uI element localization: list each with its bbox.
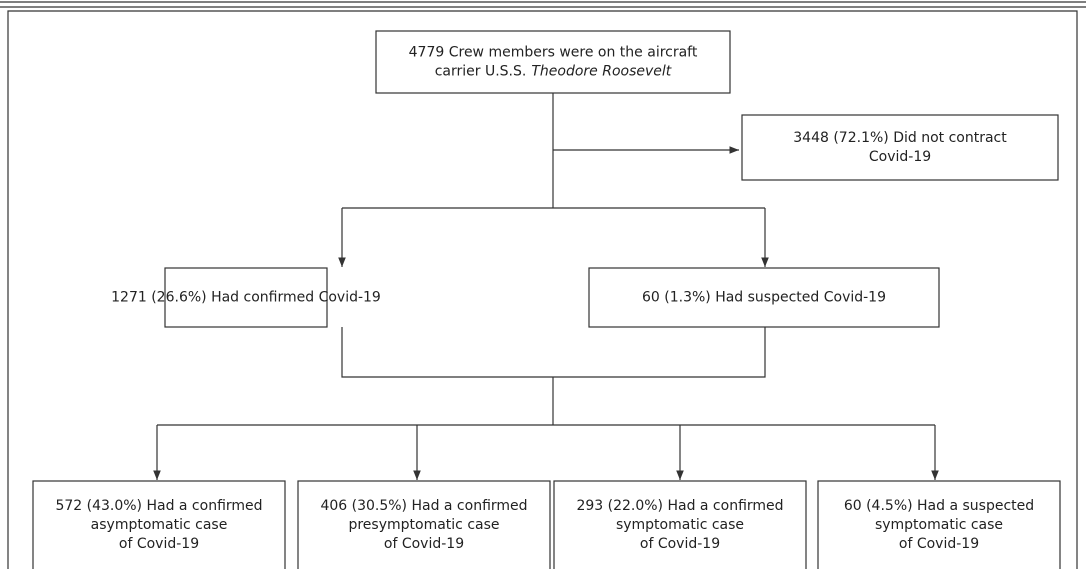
- node-label: 293 (22.0%) Had a confirmed: [576, 498, 783, 514]
- node-label: 60 (1.3%) Had suspected Covid-19: [642, 290, 886, 306]
- node-label: symptomatic case: [616, 517, 744, 533]
- label-text: 60 (4.5%) Had a suspected: [844, 498, 1034, 514]
- node-label: of Covid-19: [899, 536, 979, 552]
- frame: [7, 10, 1078, 569]
- node: 60 (4.5%) Had a suspected symptomatic cas…: [817, 480, 1061, 569]
- node-label: Covid-19: [869, 149, 931, 165]
- label-text: of Covid-19: [119, 536, 199, 552]
- label-text: 572 (43.0%) Had a confirmed: [55, 498, 262, 514]
- node-label: of Covid-19: [384, 536, 464, 552]
- label-text: 3448 (72.1%) Did not contract: [793, 130, 1007, 146]
- label-text: Covid-19: [869, 149, 931, 165]
- node-label: 406 (30.5%) Had a confirmed: [320, 498, 527, 514]
- label-text: 293 (22.0%) Had a confirmed: [576, 498, 783, 514]
- label-text: of Covid-19: [899, 536, 979, 552]
- label-text: 406 (30.5%) Had a confirmed: [320, 498, 527, 514]
- label-text: symptomatic case: [875, 517, 1003, 533]
- node-box: [741, 114, 1059, 181]
- node-label: of Covid-19: [640, 536, 720, 552]
- label-text: symptomatic case: [616, 517, 744, 533]
- node-label: 572 (43.0%) Had a confirmed: [55, 498, 262, 514]
- node-label: 3448 (72.1%) Did not contract: [793, 130, 1007, 146]
- node-box: [32, 480, 286, 569]
- node: 293 (22.0%) Had a confirmed symptomatic c…: [553, 480, 807, 569]
- label-text: presymptomatic case: [348, 517, 499, 533]
- node-label: 4779 Crew members were on the aircraft: [409, 45, 698, 61]
- node-box: [375, 30, 731, 94]
- node-box: [588, 267, 940, 328]
- node: 60 (1.3%) Had suspected Covid-19: [588, 267, 940, 328]
- label-text: 60 (1.3%) Had suspected Covid-19: [642, 290, 886, 306]
- node-box: [817, 480, 1061, 569]
- node-label: 1271 (26.6%) Had confirmed Covid-19: [111, 290, 381, 306]
- label-text: carrier U.S.S.: [435, 64, 527, 80]
- label-text: 1271 (26.6%) Had confirmed Covid-19: [111, 290, 381, 306]
- label-text: of Covid-19: [640, 536, 720, 552]
- node-label: carrier U.S.S. Theodore Roosevelt: [435, 64, 672, 80]
- node-label: 60 (4.5%) Had a suspected: [844, 498, 1034, 514]
- label-text: 4779 Crew members were on the aircraft: [409, 45, 698, 61]
- node-box: [553, 480, 807, 569]
- label-text: asymptomatic case: [91, 517, 228, 533]
- node: 406 (30.5%) Had a confirmed presymptomati…: [297, 480, 551, 569]
- node: 3448 (72.1%) Did not contract Covid-19: [741, 114, 1059, 181]
- node-label: presymptomatic case: [348, 517, 499, 533]
- node-label: symptomatic case: [875, 517, 1003, 533]
- node: 4779 Crew members were on the aircraft ca…: [375, 30, 731, 94]
- node: 572 (43.0%) Had a confirmed asymptomatic …: [32, 480, 286, 569]
- connectors: [153, 93, 939, 480]
- node-box: [164, 267, 328, 328]
- label-text: of Covid-19: [384, 536, 464, 552]
- node-label: asymptomatic case: [91, 517, 228, 533]
- node-label: of Covid-19: [119, 536, 199, 552]
- node: 1271 (26.6%) Had confirmed Covid-19: [111, 267, 381, 328]
- node-box: [297, 480, 551, 569]
- label-italic: Theodore Roosevelt: [531, 64, 671, 80]
